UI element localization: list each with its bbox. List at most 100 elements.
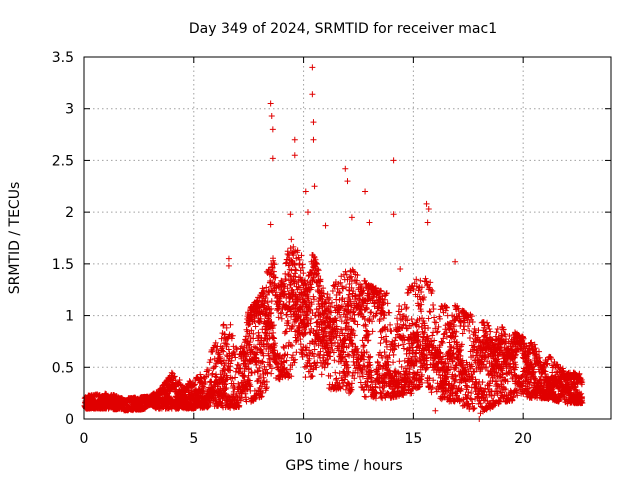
data-point [223,372,230,379]
data-point [446,339,453,346]
data-point [259,359,266,366]
data-point [348,273,355,280]
data-point [264,299,271,306]
data-point [306,272,313,279]
data-point [318,326,325,333]
data-point [290,243,297,250]
data-point [413,276,420,283]
data-point [284,351,291,358]
data-point [254,378,261,385]
data-point [530,373,537,380]
data-point [284,285,291,292]
data-point [366,368,373,375]
data-point [268,370,275,377]
data-point [227,367,234,374]
data-point [282,328,289,335]
data-point [226,355,233,362]
data-point [331,326,338,333]
data-point [338,326,345,333]
data-point [471,325,478,332]
data-point [300,270,307,277]
data-point [252,323,259,330]
data-point [257,373,264,380]
data-point [260,352,267,359]
data-point [305,272,312,279]
data-point [271,280,278,287]
data-point [256,364,263,371]
data-point [484,367,491,374]
data-point [486,326,493,333]
data-point [420,360,427,367]
data-point [410,361,417,368]
data-point [427,286,434,293]
data-point [460,396,467,403]
data-point [288,324,295,331]
data-point [341,332,348,339]
data-point [365,353,372,360]
data-point [291,261,298,268]
data-point [536,348,543,355]
data-point [361,342,368,349]
data-point [159,402,166,409]
data-point [346,390,353,397]
data-point [248,312,255,319]
data-point [461,326,468,333]
data-point [212,363,219,370]
data-point [309,373,316,380]
data-point [426,308,433,315]
data-point [282,276,289,283]
data-point [469,318,476,325]
data-point [341,340,348,347]
data-point [411,370,418,377]
data-point [343,319,350,326]
data-point [309,277,316,284]
data-point [344,314,351,321]
data-point [572,383,579,390]
data-point [243,342,250,349]
data-point [316,282,323,289]
data-point [425,324,432,331]
data-point [219,367,226,374]
data-point [468,354,475,361]
data-point [561,395,568,402]
data-point [224,376,231,383]
data-point [291,277,298,284]
data-point [415,384,422,391]
data-points [81,64,586,422]
data-point [498,330,505,337]
data-point [427,279,434,286]
data-point [304,317,311,324]
data-point [307,269,314,276]
data-point [437,374,444,381]
data-point [211,342,218,349]
data-point [342,268,349,275]
data-point [393,373,400,380]
data-point [259,358,266,365]
data-point [455,313,462,320]
data-point [313,260,320,267]
data-point [333,334,340,341]
data-point [335,347,342,354]
data-point [268,298,275,305]
data-point [496,347,503,354]
data-point [289,342,296,349]
data-point [416,375,423,382]
data-point [483,364,490,371]
data-point [311,346,318,353]
data-point [327,353,334,360]
data-point [299,261,306,268]
data-point [314,266,321,273]
data-point [425,315,432,322]
data-point [309,276,316,283]
data-point [466,327,473,334]
data-point [339,354,346,361]
data-point [383,343,390,350]
data-point [403,304,410,311]
data-point [324,291,331,298]
data-point [317,278,324,285]
data-point [297,336,304,343]
data-point [286,266,293,273]
data-point [472,339,479,346]
data-point [287,273,294,280]
